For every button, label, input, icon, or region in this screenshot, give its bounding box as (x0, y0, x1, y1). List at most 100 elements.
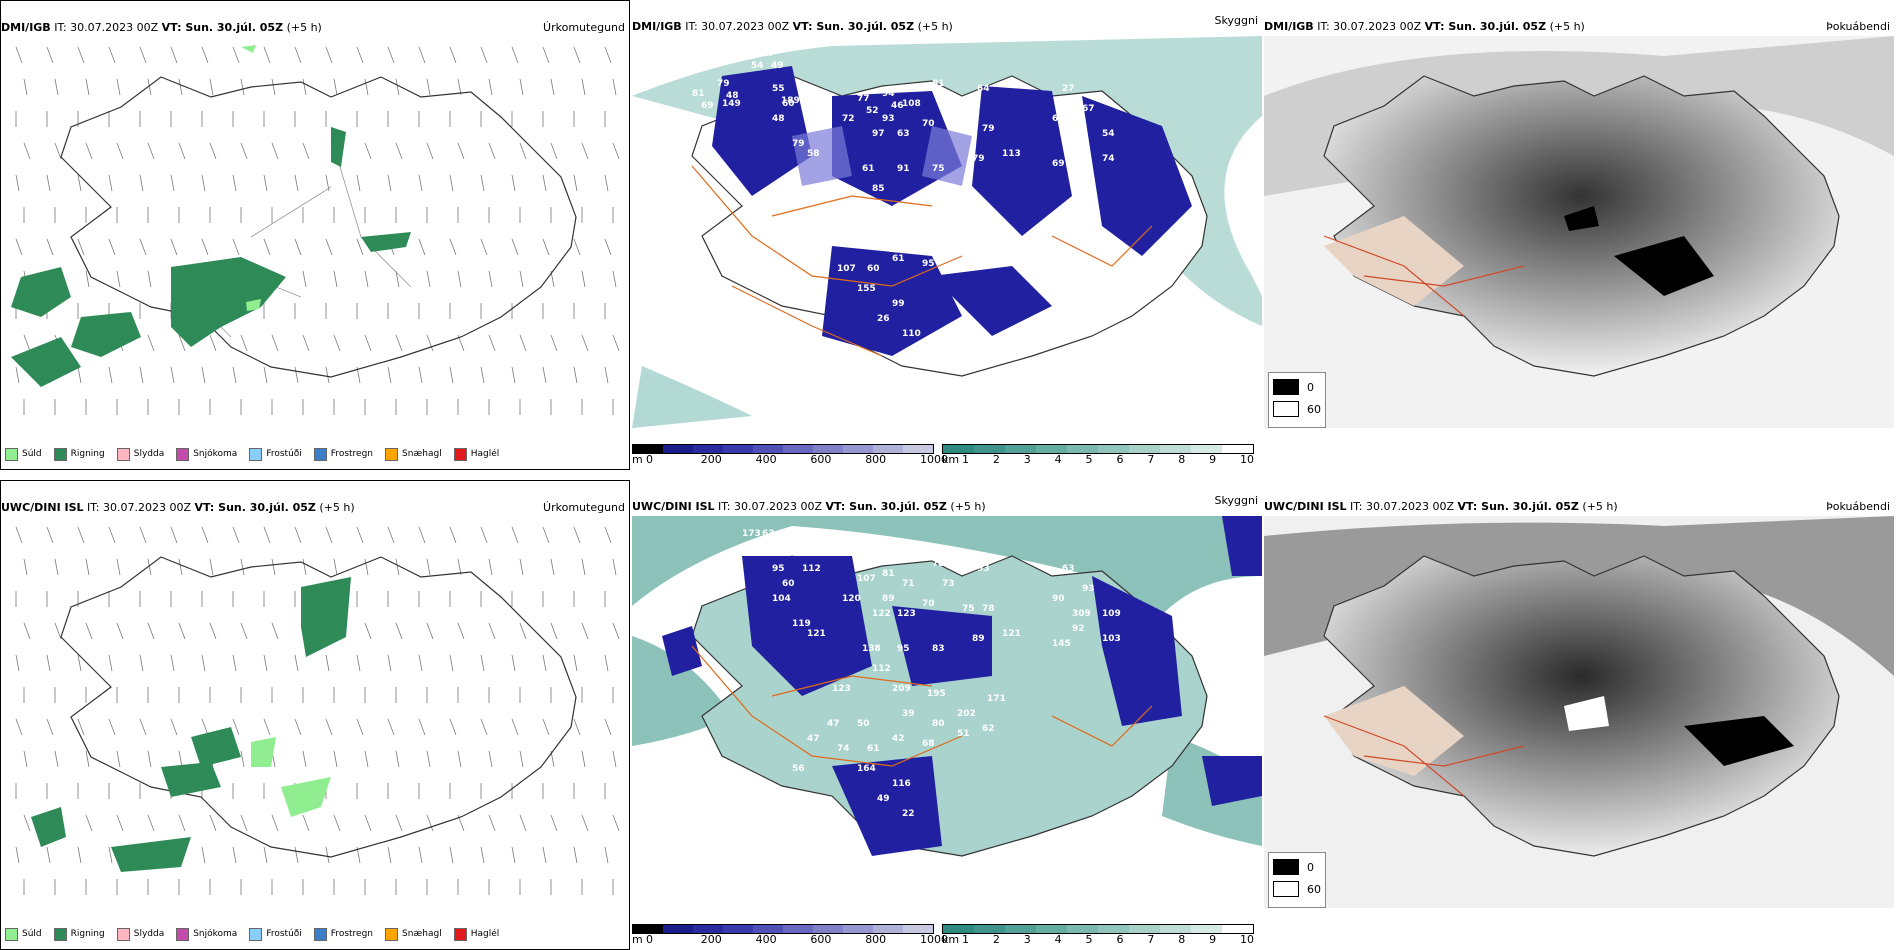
wind-barb (581, 270, 586, 288)
wind-barb (457, 622, 465, 640)
rain-area (11, 127, 411, 387)
fog-indicator-panel-uwc: UWC/DINI ISL IT: 30.07.2023 00Z VT: Sun.… (1264, 480, 1894, 950)
legend-label: Snjókoma (193, 449, 238, 459)
wind-barb (449, 366, 454, 384)
wind-barb (395, 622, 403, 640)
legend-swatch (176, 447, 190, 461)
wind-barb (201, 846, 206, 864)
visibility-value: 50 (857, 719, 870, 729)
wind-barb (356, 238, 364, 256)
wind-barb (426, 78, 431, 96)
visibility-value: 47 (827, 719, 840, 729)
visibility-value: 70 (922, 119, 935, 129)
wind-barb (604, 46, 612, 64)
colorbar-segment (693, 445, 723, 453)
colorbar-tick: 1000 (920, 453, 948, 466)
wind-barb (15, 366, 20, 384)
wind-barb (550, 78, 555, 96)
visibility-value: 66 (1052, 114, 1065, 124)
colorbar-segment (1005, 445, 1036, 453)
wind-barb (85, 622, 93, 640)
visibility-value: 107 (837, 264, 856, 274)
visibility-value: 26 (877, 314, 890, 324)
wind-barb (449, 654, 454, 672)
legend-swatch (453, 447, 467, 461)
colorbar-segment (693, 925, 723, 933)
wind-barb (449, 238, 457, 256)
panel-title: Skyggni (1214, 494, 1258, 507)
visibility-value: 68 (922, 739, 935, 749)
wind-barb (511, 238, 519, 256)
visibility-value: 171 (987, 694, 1006, 704)
legend-item: Frostregn (313, 927, 374, 941)
legend-label: Rigning (70, 929, 105, 939)
wind-barb (480, 654, 485, 672)
panel-header: UWC/DINI ISL IT: 30.07.2023 00Z VT: Sun.… (1, 499, 629, 517)
model-name: UWC/DINI ISL (1, 501, 84, 514)
colorbar-tick: 800 (865, 933, 887, 946)
visibility-value: 48 (772, 114, 785, 124)
wind-barb (263, 526, 271, 544)
lead-time: (+5 h) (1549, 20, 1585, 33)
init-time: IT: 30.07.2023 00Z (718, 500, 823, 513)
legend-label: Snæhagl (402, 449, 442, 459)
wind-barb (542, 846, 547, 864)
visibility-value: 78 (932, 559, 945, 569)
wind-barb (356, 46, 364, 64)
legend-item: Snjókoma (176, 447, 238, 461)
visibility-value: 49 (1072, 129, 1085, 139)
wind-barb (77, 718, 85, 736)
wind-barb (457, 750, 462, 768)
legend-label: Frostregn (330, 929, 374, 939)
wind-barb (356, 654, 361, 672)
visibility-values: 88 67 79 81 55 59 77 94 81 64 27 149 60 72 93 108 107 66 6… (692, 49, 1115, 339)
wind-barb (426, 334, 434, 352)
wind-barb (263, 174, 268, 192)
wind-barb (325, 654, 330, 672)
wind-barb (23, 558, 28, 576)
colorbar-tick: 600 (810, 933, 832, 946)
visibility-value: 122 (872, 609, 891, 619)
init-time: IT: 30.07.2023 00Z (1350, 500, 1455, 513)
visibility-value: 202 (957, 709, 976, 719)
init-time: IT: 30.07.2023 00Z (87, 501, 192, 514)
visibility-value: 54 (1102, 129, 1115, 139)
legend-label: Snjókoma (193, 929, 238, 939)
elevation-colorbar (632, 444, 934, 454)
wind-barb (387, 366, 392, 384)
elevation-legend: m 0 200 400 600 800 1000 (632, 924, 948, 946)
visibility-value: 99 (892, 299, 905, 309)
colorbar-segment (974, 445, 1005, 453)
wind-barb (77, 846, 82, 864)
colorbar-segment (633, 445, 663, 453)
wind-barb (294, 174, 299, 192)
precip-legend: Súld Rigning Slydda Snjókoma Frostúði Frostre… (5, 927, 511, 941)
wind-barb (573, 174, 578, 192)
wind-barb (604, 238, 612, 256)
visibility-value: 79 (792, 139, 805, 149)
colorbar-tick: 4 (1054, 453, 1062, 466)
fog-indicator-panel-dmi: DMI/IGB IT: 30.07.2023 00Z VT: Sun. 30.j… (1264, 0, 1894, 470)
precip-type-panel-dmi: DMI/IGB IT: 30.07.2023 00Z VT: Sun. 30.j… (0, 0, 630, 470)
visibility-value: 145 (1052, 639, 1071, 649)
wind-barb (488, 142, 496, 160)
panel-title: Úrkomutegund (543, 21, 625, 34)
wind-barb (170, 238, 178, 256)
wind-barb (232, 46, 240, 64)
panel-title: Skyggni (1214, 14, 1258, 27)
visibility-value: 60 (782, 99, 795, 109)
wind-barb (573, 846, 578, 864)
visibility-value: 67 (722, 579, 735, 589)
colorbar-tick: 10 (1240, 933, 1254, 946)
wind-barb (15, 526, 23, 544)
wind-barb (15, 846, 20, 864)
wind-barb (108, 718, 116, 736)
wind-barb (612, 78, 617, 96)
legend-label: Slydda (133, 449, 165, 459)
wind-barb (46, 654, 51, 672)
wind-barb (426, 622, 434, 640)
legend-item: Rigning (53, 927, 105, 941)
legend-label: Frostúði (266, 929, 302, 939)
wind-barb (364, 334, 372, 352)
